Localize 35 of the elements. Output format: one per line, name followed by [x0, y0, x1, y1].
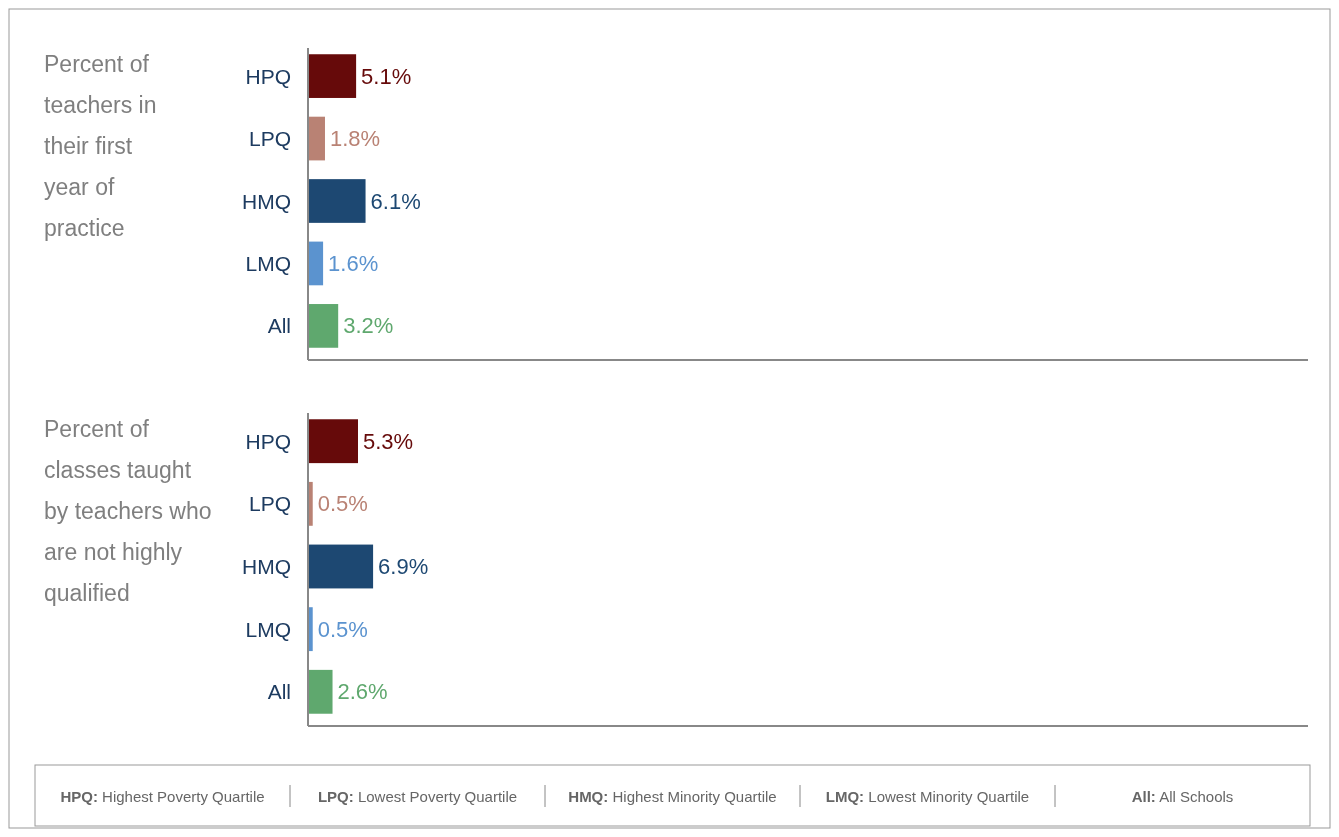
data-label: 0.5%	[317, 491, 368, 517]
bar	[308, 116, 325, 161]
y-tick-label: HMQ	[242, 189, 291, 213]
y-tick-label: HPQ	[245, 64, 291, 88]
data-label: 5.3%	[363, 428, 414, 454]
y-tick-label: LMQ	[245, 251, 291, 275]
data-label: 3.2%	[343, 313, 394, 339]
bar	[308, 54, 357, 98]
bar	[308, 304, 339, 348]
text: Percent of classes taught by teachers who are not highly qualified	[44, 416, 212, 606]
data-label: 6.1%	[370, 188, 421, 214]
bar	[308, 669, 333, 714]
y-tick-label: All	[267, 680, 291, 704]
text: LMQ: Lowest Minority Quartile	[825, 787, 1030, 804]
text: HPQ: Highest Poverty Quartile	[60, 787, 265, 804]
text: All: All Schools	[1131, 787, 1234, 804]
data-label: 6.9%	[378, 554, 429, 579]
bar	[308, 241, 324, 286]
data-label: 5.1%	[361, 63, 412, 89]
y-tick-label: HPQ	[245, 429, 291, 453]
data-label: 0.5%	[317, 616, 368, 642]
data-label: 2.6%	[337, 679, 388, 705]
bar	[308, 419, 358, 464]
y-tick-label: LMQ	[245, 617, 291, 641]
data-label: 1.6%	[328, 250, 379, 276]
data-label: 1.8%	[329, 126, 381, 152]
y-tick-label: All	[267, 314, 291, 338]
bar	[308, 179, 366, 223]
text: LPQ: Lowest Poverty Quartile	[317, 787, 518, 804]
y-tick-label: HMQ	[242, 555, 291, 578]
text: Percent of teachers in their first year of practice	[44, 51, 157, 241]
y-tick-label: LPQ	[248, 492, 291, 516]
y-tick-label: LPQ	[248, 127, 291, 151]
bar	[308, 544, 374, 589]
text: HMQ: Highest Minority Quartile	[568, 787, 777, 804]
